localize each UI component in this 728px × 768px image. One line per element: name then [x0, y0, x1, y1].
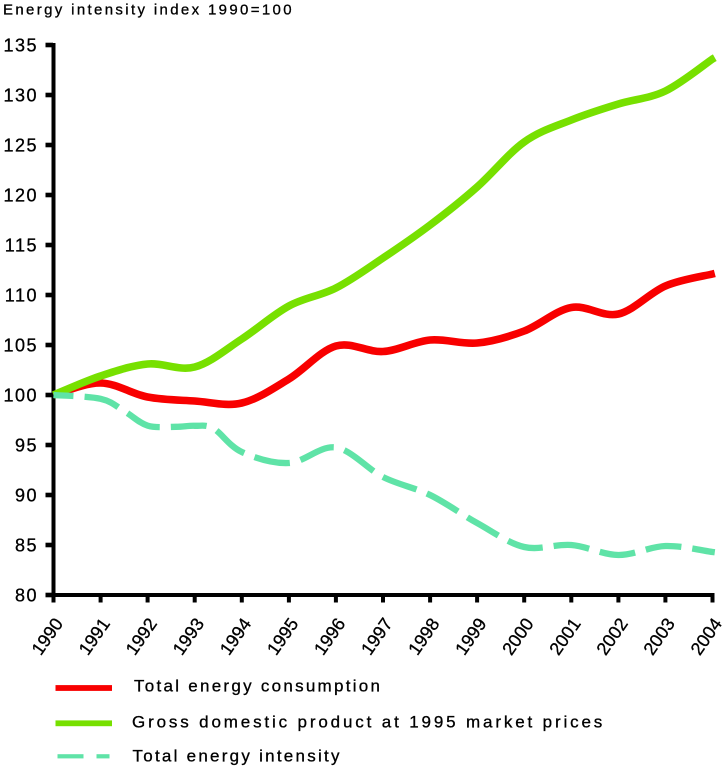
svg-text:105: 105 [3, 336, 38, 356]
svg-text:Gross domestic product at 1995: Gross domestic product at 1995 market pr… [132, 713, 605, 732]
svg-text:Total energy consumption: Total energy consumption [134, 677, 382, 696]
svg-text:Total energy intensity: Total energy intensity [133, 747, 342, 766]
svg-text:120: 120 [3, 186, 38, 206]
svg-text:125: 125 [3, 136, 38, 156]
svg-text:110: 110 [5, 286, 38, 306]
svg-text:90: 90 [15, 486, 38, 506]
svg-text:95: 95 [15, 436, 38, 456]
svg-text:100: 100 [3, 386, 38, 406]
svg-text:Energy intensity index 1990=10: Energy intensity index 1990=100 [3, 2, 294, 19]
svg-text:135: 135 [3, 36, 38, 56]
svg-text:85: 85 [15, 536, 38, 556]
svg-text:80: 80 [15, 586, 38, 606]
svg-text:130: 130 [3, 86, 38, 106]
svg-text:115: 115 [5, 236, 38, 256]
